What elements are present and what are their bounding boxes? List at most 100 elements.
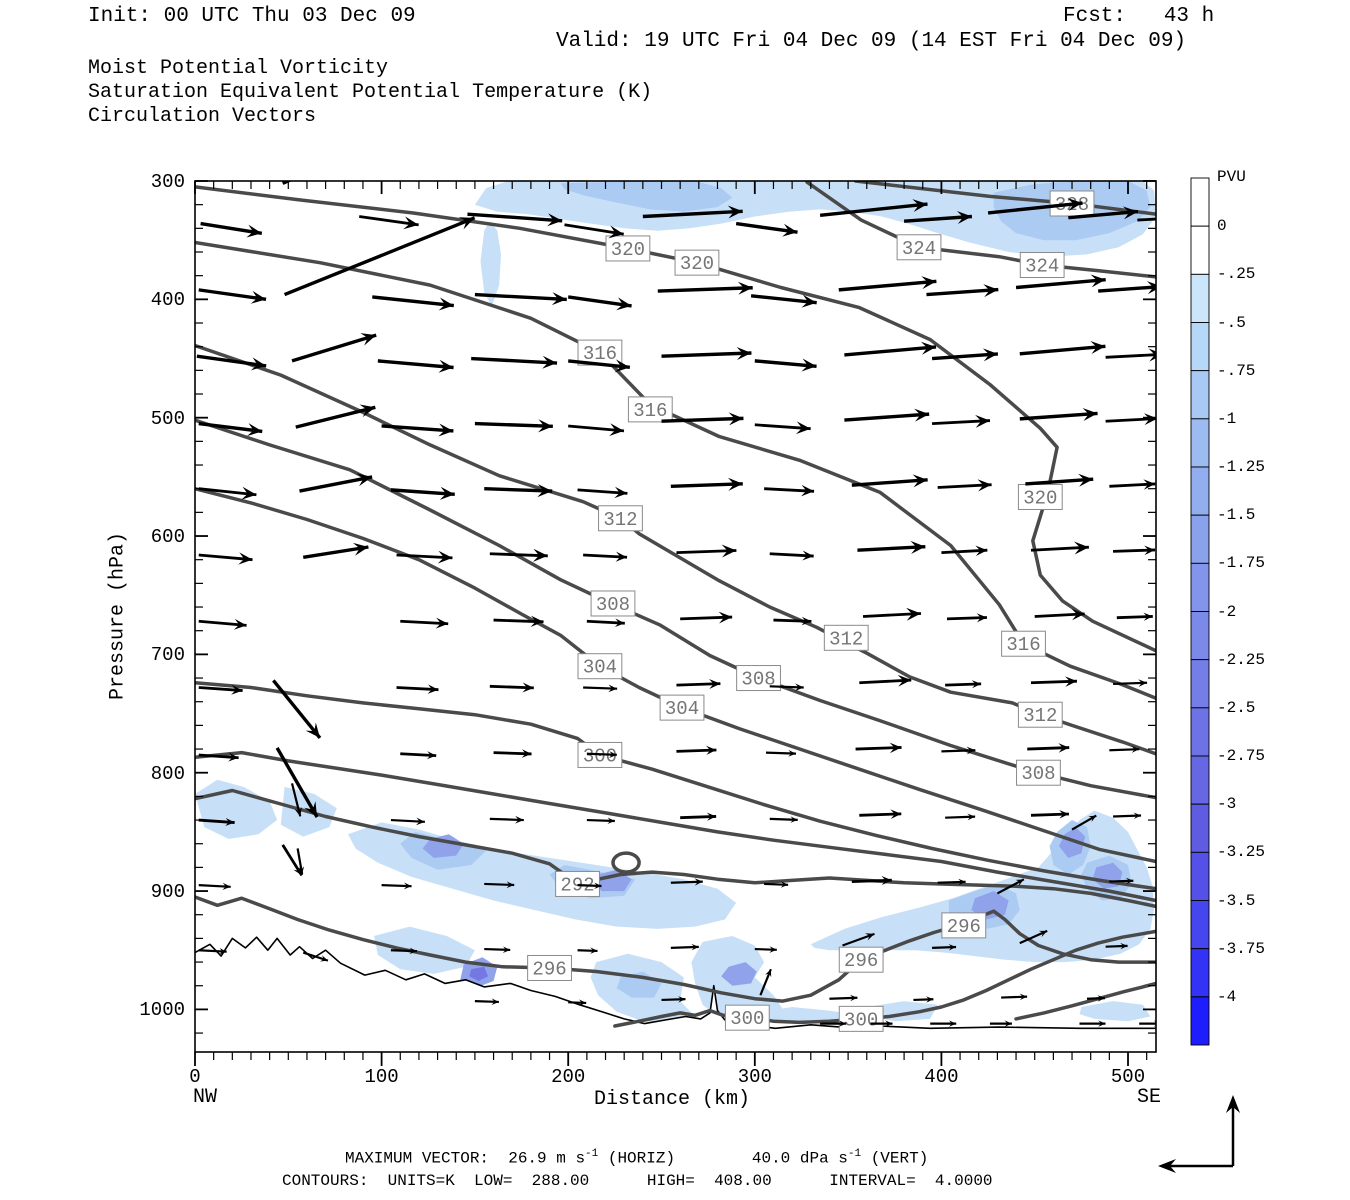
colorbar-tick-label: 0 — [1217, 217, 1227, 236]
colorbar-cell — [1190, 418, 1210, 468]
circulation-vector-arrow — [198, 684, 243, 695]
circulation-vector-arrow — [945, 680, 982, 689]
circulation-vector-arrow — [198, 752, 239, 762]
colorbar-cell — [1190, 996, 1210, 1046]
colorbar-cell — [1190, 466, 1210, 516]
mpv-shaded-region — [374, 926, 475, 974]
svg-text:300: 300 — [844, 1009, 878, 1031]
theta-contour-300 — [195, 681, 1156, 891]
circulation-vector-layer — [196, 181, 1156, 1027]
colorbar-cell — [1190, 273, 1210, 323]
colorbar-tick-label: -1 — [1217, 409, 1237, 428]
colorbar-tick-label: -1.25 — [1217, 458, 1266, 476]
circulation-vector-arrow — [577, 882, 602, 889]
mpv-shading-layer — [195, 181, 1156, 1024]
circulation-vector-arrow — [390, 486, 455, 500]
colorbar-cell — [1190, 370, 1210, 420]
theta-contour-304 — [195, 486, 1156, 864]
x-axis-label: Distance (km) — [593, 1088, 751, 1111]
colorbar-tick-label: -4 — [1217, 987, 1237, 1006]
contour-label: 312 — [598, 505, 643, 532]
circulation-vector-arrow — [493, 615, 544, 628]
circulation-vector-arrow — [913, 996, 934, 1003]
contour-label: 292 — [555, 870, 600, 897]
terrain-layer — [195, 936, 1156, 1052]
theta-contour-308 — [195, 418, 1156, 800]
circulation-vector-arrow — [291, 333, 377, 363]
circulation-vector-arrow — [474, 998, 499, 1005]
colorbar-cell — [1190, 322, 1210, 372]
contour-label: 312 — [823, 624, 869, 651]
field-title-mpv: Moist Potential Vorticity — [88, 57, 389, 80]
mpv-shaded-region — [1079, 1001, 1151, 1022]
circulation-vector-arrow — [937, 479, 992, 492]
colorbar-tick-label: -3.5 — [1217, 891, 1256, 910]
circulation-vector-arrow — [945, 813, 976, 821]
circulation-vector-arrow — [946, 613, 988, 623]
svg-text:304: 304 — [665, 698, 699, 720]
colorbar-cell — [1190, 803, 1210, 853]
y-tick-label: 500 — [150, 407, 185, 430]
circulation-vector-arrow — [1027, 743, 1070, 753]
circulation-vector-arrow — [198, 882, 231, 891]
circulation-vector-arrow — [567, 295, 632, 311]
contour-label: 296 — [527, 954, 572, 981]
contour-label: 304 — [577, 653, 623, 680]
circulation-vector-arrow — [586, 817, 615, 825]
circulation-vector-arrow — [377, 359, 454, 373]
circulation-vector-arrow — [295, 404, 376, 429]
circulation-vector-arrow — [359, 215, 419, 230]
circulation-vector-arrow — [1030, 809, 1070, 819]
circulation-vector-arrow — [471, 355, 558, 369]
contour-label: 316 — [577, 339, 623, 366]
circulation-vector-arrow — [769, 816, 798, 823]
colorbar-title: PVU — [1217, 168, 1246, 186]
circulation-vector-arrow — [829, 994, 858, 1002]
y-tick-label: 1000 — [139, 999, 185, 1022]
circulation-vector-arrow — [1068, 206, 1139, 220]
svg-text:316: 316 — [633, 400, 667, 422]
circulation-vector-arrow — [1019, 929, 1048, 945]
circulation-vector-arrow — [1137, 217, 1156, 222]
circulation-vector-arrow — [372, 295, 455, 311]
circulation-vector-arrow — [765, 749, 797, 757]
contour-label: 308 — [736, 665, 781, 692]
x-tick-label: 400 — [924, 1066, 959, 1088]
circulation-vector-arrow — [932, 944, 957, 951]
circulation-vector-arrow — [396, 550, 453, 564]
circulation-vector-arrow — [680, 812, 717, 821]
colorbar-tick-label: -3 — [1217, 795, 1237, 814]
circulation-vector-arrow — [931, 348, 999, 362]
colorbar-tick-label: -2 — [1217, 602, 1237, 621]
svg-text:300: 300 — [583, 745, 617, 767]
circulation-vector-arrow — [851, 875, 892, 886]
theta-contour-312 — [195, 343, 1156, 756]
colorbar-tick-label: -1.75 — [1217, 554, 1266, 573]
circulation-vector-arrow — [851, 474, 928, 488]
circulation-vector-arrow — [870, 1020, 893, 1027]
colorbar-tick-label: -2.75 — [1217, 747, 1266, 765]
contour-label: 300 — [724, 1004, 770, 1031]
circulation-vector-arrow — [642, 205, 743, 219]
circulation-vector-arrow — [489, 548, 548, 562]
circulation-vector-arrow — [838, 276, 937, 292]
circulation-vector-arrow — [283, 216, 476, 297]
circulation-vector-arrow — [400, 617, 449, 629]
contour-label: 300 — [838, 1005, 884, 1032]
x-tick-label: 0 — [189, 1066, 201, 1088]
terrain-mask — [195, 937, 1156, 1052]
circulation-vector-arrow — [1015, 274, 1106, 290]
circulation-vector-arrow — [754, 946, 777, 953]
x-tick-label: 300 — [737, 1066, 772, 1088]
circulation-vector-arrow — [1109, 877, 1134, 885]
colorbar-tick-label: -3.25 — [1217, 843, 1266, 862]
plot-border — [194, 180, 1157, 1053]
circulation-vector-arrow — [196, 354, 267, 371]
circulation-vector-arrow — [987, 198, 1083, 215]
circulation-vector-arrow — [281, 844, 303, 877]
circulation-vector-arrow — [842, 932, 875, 947]
field-title-theta: Saturation Equivalent Potential Temperat… — [88, 81, 653, 104]
circulation-vector-arrow — [1105, 348, 1156, 362]
circulation-vector-arrow — [1109, 746, 1140, 753]
circulation-vector-arrow — [302, 951, 329, 962]
